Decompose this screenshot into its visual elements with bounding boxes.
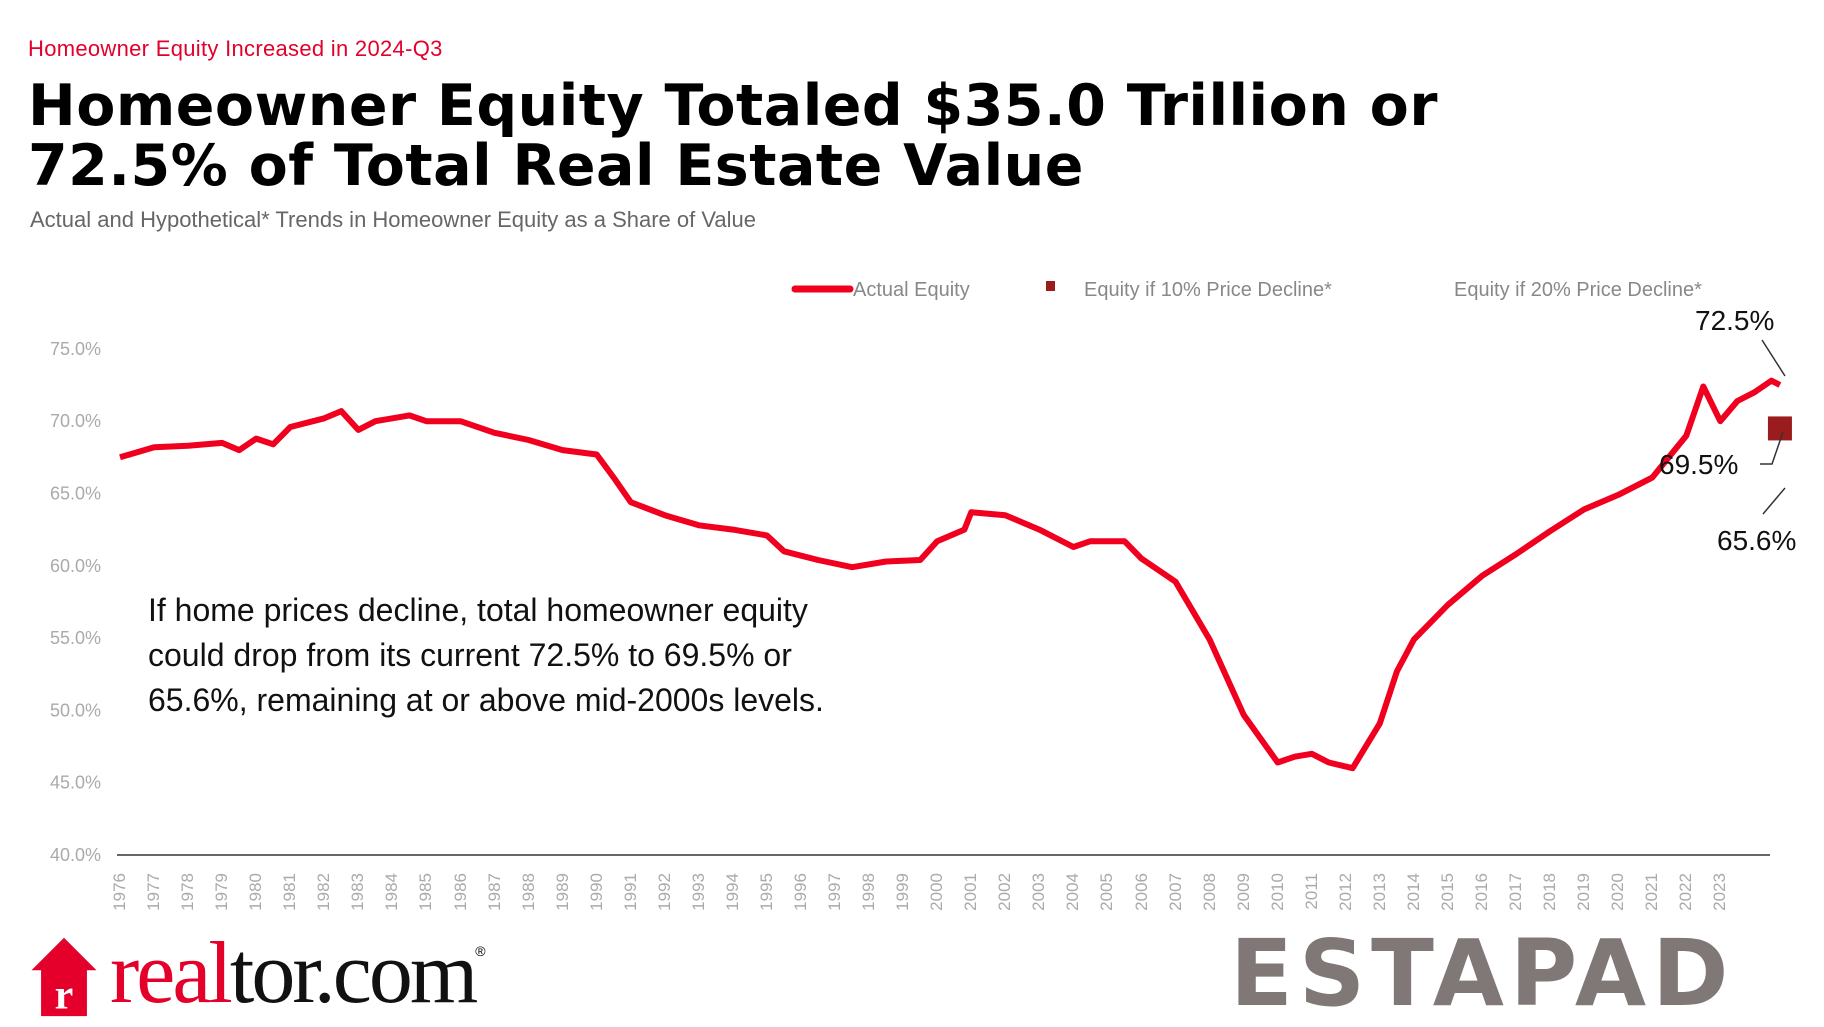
y-tick-label: 60.0% [50, 556, 101, 576]
x-tick-label: 2012 [1335, 873, 1355, 911]
house-icon: r [31, 937, 97, 1018]
x-tick-label: 1998 [859, 873, 879, 911]
x-tick-label: 2016 [1472, 873, 1491, 911]
x-tick-label: 1999 [893, 873, 913, 911]
x-tick-label: 2002 [995, 873, 1015, 911]
x-tick-label: 1984 [382, 873, 402, 911]
svg-text:r: r [55, 972, 74, 1018]
x-tick-label: 2023 [1710, 873, 1730, 911]
x-tick-label: 2018 [1540, 873, 1560, 911]
y-tick-label: 75.0% [50, 339, 101, 359]
y-tick-label: 40.0% [50, 845, 101, 865]
x-tick-label: 2020 [1608, 873, 1628, 911]
x-tick-label: 2021 [1642, 873, 1662, 911]
annotation-note: If home prices decline, total homeowner … [148, 592, 824, 718]
x-tick-label: 1997 [825, 873, 845, 911]
x-tick-label: 2015 [1437, 873, 1457, 911]
title-line-1: Homeowner Equity Totaled $35.0 Trillion … [28, 73, 1438, 139]
x-tick-label: 1978 [178, 873, 198, 911]
x-tick-label: 1995 [756, 873, 776, 911]
x-tick-label: 1986 [450, 873, 470, 911]
x-tick-label: 2019 [1574, 873, 1594, 911]
x-tick-label: 1977 [144, 873, 164, 911]
logo-part-tor: tor.com [229, 925, 478, 1022]
kicker-subtitle: Homeowner Equity Increased in 2024-Q3 [28, 36, 443, 61]
x-tick-label: 2017 [1506, 873, 1526, 911]
x-tick-label: 2009 [1233, 873, 1253, 911]
x-tick-label: 1992 [654, 873, 674, 911]
legend-20pct: Equity if 20% Price Decline* [1454, 279, 1702, 301]
y-tick-label: 65.0% [50, 484, 101, 504]
x-tick-label: 1982 [314, 873, 334, 911]
y-tick-label: 45.0% [50, 773, 101, 793]
y-tick-label: 70.0% [50, 411, 101, 431]
leader-72-5 [1761, 339, 1786, 377]
x-tick-label: 2022 [1676, 873, 1696, 911]
x-tick-label: 2007 [1165, 873, 1185, 911]
leader-69-5 [1760, 431, 1784, 465]
leader-65-6 [1762, 487, 1786, 515]
x-tick-label: 1983 [348, 873, 368, 911]
page-title: Homeowner Equity Totaled $35.0 Trillion … [28, 76, 1438, 196]
title-line-2: 72.5% of Total Real Estate Value [28, 133, 1084, 199]
x-tick-label: 2011 [1301, 873, 1321, 910]
x-tick-label: 1987 [484, 873, 504, 911]
x-tick-label: 2014 [1403, 873, 1423, 911]
y-tick-label: 55.0% [50, 628, 101, 648]
label-69-5: 69.5% [1659, 449, 1738, 480]
legend-10pct: Equity if 10% Price Decline* [1084, 279, 1332, 301]
x-tick-label: 2003 [1029, 873, 1049, 911]
label-72-5: 72.5% [1695, 305, 1774, 336]
x-tick-label: 1994 [722, 873, 742, 911]
x-tick-label: 1979 [212, 873, 232, 911]
x-tick-label: 2000 [927, 873, 947, 911]
x-tick-label: 1993 [688, 873, 708, 911]
x-tick-label: 1990 [586, 873, 606, 911]
x-tick-label: 2010 [1267, 873, 1287, 911]
x-tick-label: 1989 [552, 873, 572, 911]
x-tick-label: 2001 [961, 873, 981, 911]
chart-subtitle: Actual and Hypothetical* Trends in Homeo… [30, 207, 756, 232]
logo-part-real: real [110, 925, 233, 1022]
x-tick-label: 1996 [791, 873, 810, 911]
realtor-logo: r real tor.com ® [28, 928, 486, 1018]
x-tick-label: 1976 [110, 873, 129, 911]
label-65-6: 65.6% [1717, 525, 1796, 556]
legend-actual: Actual Equity [853, 279, 970, 301]
y-tick-label: 50.0% [50, 700, 101, 720]
x-tick-label: 1980 [246, 873, 266, 911]
x-tick-label: 2006 [1131, 873, 1151, 911]
logo-registered: ® [475, 943, 486, 959]
x-tick-label: 2005 [1097, 873, 1117, 911]
x-tick-label: 1991 [620, 873, 640, 911]
watermark: ESTAPAD [1230, 920, 1735, 1027]
x-tick-label: 2008 [1199, 873, 1219, 911]
x-tick-label: 2013 [1369, 873, 1389, 911]
marker-10pct-decline [1767, 416, 1792, 441]
x-tick-label: 1988 [518, 873, 538, 911]
legend-swatch-10pct [1046, 281, 1055, 291]
x-tick-label: 2004 [1063, 873, 1083, 911]
x-tick-label: 1981 [280, 873, 300, 911]
x-tick-label: 1985 [416, 873, 436, 911]
series-actual-equity [119, 377, 1782, 772]
